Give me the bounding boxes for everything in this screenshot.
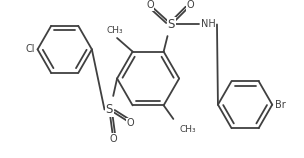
Text: NH: NH	[201, 19, 216, 29]
Text: S: S	[168, 18, 175, 31]
Text: O: O	[187, 0, 195, 10]
Text: O: O	[146, 0, 154, 10]
Text: Cl: Cl	[25, 44, 35, 54]
Text: CH₃: CH₃	[107, 26, 123, 35]
Text: S: S	[106, 103, 113, 116]
Text: Br: Br	[275, 100, 286, 110]
Text: O: O	[109, 134, 117, 144]
Text: CH₃: CH₃	[179, 125, 196, 134]
Text: O: O	[127, 118, 134, 128]
